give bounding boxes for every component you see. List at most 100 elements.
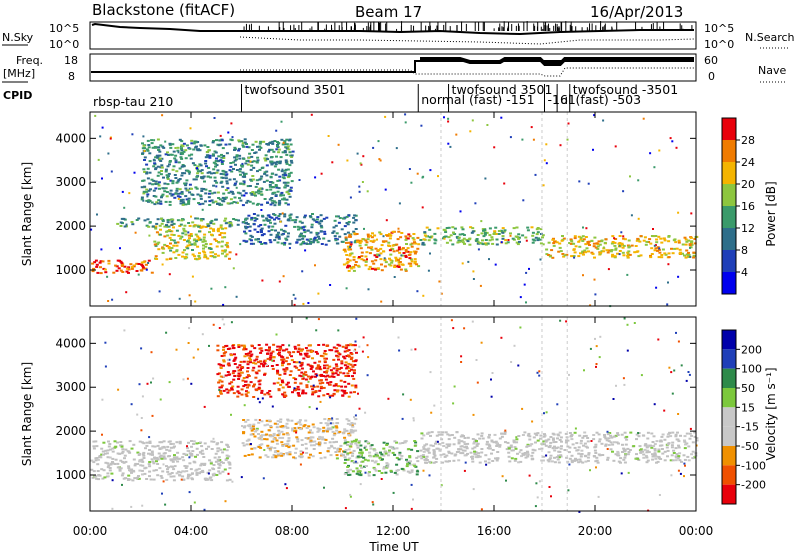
heatmap-cell [157, 181, 161, 184]
heatmap-cell [256, 156, 260, 159]
heatmap-cell [558, 431, 562, 434]
heatmap-cell [210, 219, 214, 222]
heatmap-cell [90, 228, 93, 231]
heatmap-cell [252, 166, 256, 169]
heatmap-cell [478, 461, 482, 464]
heatmap-cell [122, 461, 126, 464]
heatmap-cell [212, 222, 216, 225]
heatmap-cell [155, 231, 159, 234]
heatmap-cell [369, 240, 373, 243]
heatmap-cell [165, 448, 169, 451]
heatmap-cell [473, 438, 477, 441]
heatmap-cell [317, 235, 320, 238]
heatmap-cell [230, 413, 232, 416]
heatmap-cell [195, 175, 199, 178]
heatmap-cell [192, 356, 195, 359]
heatmap-cell [346, 422, 350, 425]
heatmap-cell [214, 151, 218, 154]
heatmap-cell [323, 486, 325, 489]
heatmap-cell [376, 267, 380, 270]
heatmap-cell [666, 455, 669, 458]
heatmap-cell [360, 451, 364, 454]
heatmap-cell [143, 472, 147, 475]
heatmap-cell [566, 138, 569, 141]
heatmap-cell [257, 192, 261, 195]
heatmap-cell [313, 219, 317, 222]
heatmap-cell [283, 140, 287, 143]
heatmap-cell [344, 472, 348, 474]
heatmap-cell [556, 446, 560, 449]
heatmap-cell [101, 398, 104, 401]
heatmap-cell [190, 382, 193, 385]
heatmap-cell [414, 242, 418, 245]
heatmap-cell [352, 377, 356, 380]
heatmap-cell [241, 171, 245, 174]
heatmap-cell [272, 200, 276, 203]
heatmap-cell [497, 230, 501, 232]
heatmap-cell [211, 251, 215, 254]
heatmap-cell [351, 455, 354, 457]
heatmap-cell [281, 151, 285, 154]
x-tick-label: 12:00 [376, 524, 411, 538]
heatmap-cell [381, 240, 385, 243]
heatmap-cell [195, 145, 198, 148]
heatmap-cell [148, 200, 152, 202]
heatmap-cell [228, 347, 232, 350]
heatmap-cell [188, 462, 192, 465]
heatmap-cell [227, 191, 231, 194]
heatmap-cell [203, 442, 207, 445]
heatmap-cell [545, 162, 548, 165]
heatmap-cell [379, 451, 382, 454]
heatmap-cell [569, 242, 573, 245]
heatmap-cell [194, 455, 197, 458]
heatmap-cell [116, 462, 120, 465]
heatmap-cell [461, 449, 465, 452]
heatmap-cell [646, 459, 650, 462]
heatmap-cell [159, 160, 163, 162]
heatmap-cell [252, 423, 256, 426]
heatmap-cell [314, 390, 318, 393]
heatmap-cell [322, 429, 326, 432]
heatmap-cell [166, 234, 170, 237]
heatmap-cell [305, 352, 309, 355]
heatmap-cell [147, 200, 150, 203]
heatmap-cell [200, 462, 204, 465]
heatmap-cell [151, 414, 154, 417]
heatmap-cell [176, 192, 180, 195]
heatmap-cell [341, 432, 345, 435]
heatmap-cell [459, 435, 463, 438]
heatmap-cell [103, 452, 107, 455]
heatmap-cell [308, 377, 312, 380]
heatmap-cell [193, 242, 197, 245]
heatmap-cell [413, 262, 417, 265]
heatmap-cell [355, 461, 359, 464]
heatmap-cell [141, 473, 144, 476]
heatmap-cell [353, 439, 356, 442]
heatmap-cell [538, 238, 542, 241]
heatmap-cell [412, 417, 415, 420]
heatmap-cell [445, 443, 449, 446]
heatmap-cell [249, 355, 253, 358]
heatmap-cell [541, 234, 545, 237]
colorbar-segment [722, 330, 736, 350]
heatmap-cell [454, 453, 458, 456]
heatmap-cell [135, 270, 139, 272]
heatmap-cell [232, 178, 236, 181]
heatmap-cell [687, 251, 690, 254]
heatmap-cell [269, 435, 273, 438]
heatmap-cell [530, 226, 534, 229]
heatmap-cell [270, 156, 274, 158]
heatmap-cell [357, 240, 361, 243]
heatmap-cell [207, 224, 211, 227]
heatmap-cell [201, 240, 205, 243]
heatmap-cell [325, 370, 329, 373]
heatmap-cell [265, 179, 269, 182]
heatmap-cell [323, 442, 327, 445]
heatmap-cell [315, 374, 318, 377]
heatmap-cell [174, 177, 178, 179]
heatmap-cell [298, 179, 301, 181]
heatmap-cell [460, 355, 463, 358]
heatmap-cell [273, 239, 277, 242]
heatmap-cell [220, 240, 224, 243]
